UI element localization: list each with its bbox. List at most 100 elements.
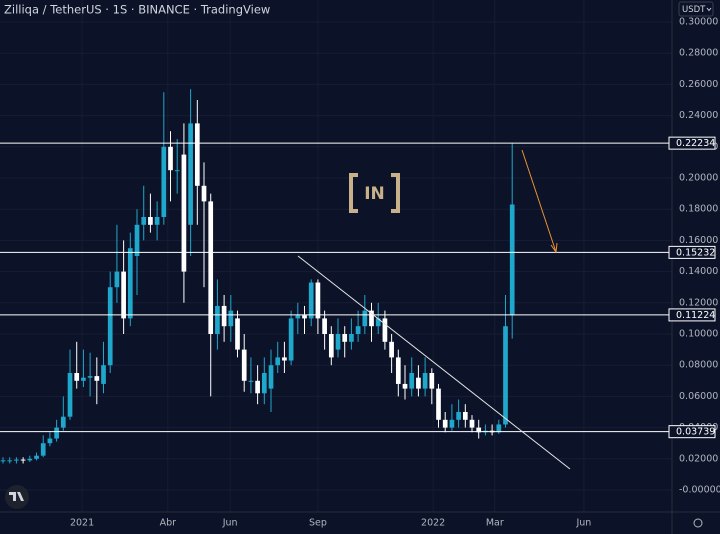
candle-body — [47, 438, 53, 444]
candle-body — [469, 419, 475, 428]
arrow-head — [550, 242, 558, 254]
candle-body — [14, 459, 19, 461]
level-label-box — [668, 245, 716, 259]
candle-body — [476, 427, 482, 433]
candle-body — [442, 419, 448, 428]
level-label-box — [668, 136, 716, 150]
y-tick-label: 0.18000 — [679, 204, 718, 215]
candle-body — [402, 383, 408, 389]
arrow-line — [521, 149, 557, 253]
plot — [0, 89, 672, 464]
candle-body — [0, 460, 6, 462]
trend-line — [297, 255, 571, 470]
candle-body — [154, 216, 160, 225]
candle-body — [315, 282, 321, 319]
watermark-text: IN — [364, 184, 385, 204]
candle-body — [87, 376, 93, 378]
candle-body — [382, 318, 388, 342]
candle-body — [342, 334, 348, 342]
candle-body — [201, 185, 207, 202]
candle-body — [127, 248, 133, 319]
x-tick-label: Abr — [160, 518, 177, 529]
candle-body — [429, 373, 435, 389]
candle-body — [275, 357, 281, 366]
x-tick-label: Sep — [309, 518, 327, 529]
candle-body — [101, 365, 106, 384]
candle-body — [121, 271, 126, 319]
y-tick-label: 0.12000 — [679, 297, 718, 308]
candle-body — [161, 146, 167, 217]
candle-body — [503, 326, 508, 425]
y-tick-label: 0.08000 — [679, 360, 718, 371]
x-tick-label: Jun — [222, 518, 238, 529]
candle-body — [268, 365, 274, 389]
y-tick-label: 0.26000 — [679, 79, 718, 90]
candle-body — [509, 204, 515, 316]
settings-icon[interactable] — [693, 518, 703, 528]
candle-body — [188, 123, 193, 225]
candle-body — [94, 376, 100, 381]
level-label: 0.11224 — [676, 310, 715, 321]
candle-body — [308, 282, 314, 319]
candle-body — [7, 460, 13, 462]
currency-caret — [706, 7, 712, 12]
candle-body — [261, 373, 267, 394]
candle-body — [395, 357, 401, 384]
candle-body — [369, 310, 374, 327]
candle-body — [422, 373, 428, 389]
y-tick-label: 0.16000 — [679, 235, 718, 246]
candle-body — [235, 318, 240, 350]
candle-body — [241, 349, 247, 381]
candle-body — [302, 315, 307, 319]
candle-body — [34, 455, 39, 459]
level-label: 0.03739 — [676, 427, 715, 438]
x-tick-label: Mar — [486, 518, 504, 529]
candle-body — [208, 201, 214, 335]
candle-body — [221, 305, 227, 327]
candle-body — [114, 271, 120, 288]
candle-body — [148, 216, 153, 225]
candle-body — [215, 305, 220, 335]
candle-body — [295, 315, 301, 319]
level-label: 0.22234 — [676, 138, 715, 149]
candle-body — [362, 310, 368, 327]
candle-body — [462, 412, 468, 420]
y-tick-label: 0.02000 — [679, 453, 718, 464]
candle-body — [456, 412, 461, 420]
level-label: 0.15232 — [676, 247, 715, 258]
axis: 0.300000.280000.260000.240000.220000.200… — [70, 16, 720, 528]
candle-body — [174, 170, 180, 172]
candle-body — [255, 380, 260, 394]
tv-logo-bg — [5, 485, 29, 509]
candle-body — [134, 224, 140, 256]
candle-body — [375, 318, 381, 327]
tv-logo — [5, 485, 29, 509]
currency-label: USDT — [682, 5, 706, 15]
candle-body — [449, 419, 455, 428]
candle-body — [81, 377, 86, 381]
candle-body — [27, 458, 33, 461]
y-tick-label: 0.20000 — [679, 172, 718, 183]
y-tick-label: 0.24000 — [679, 110, 718, 121]
candle-body — [141, 216, 147, 225]
level-label-box — [668, 308, 716, 322]
x-tick-label: 2022 — [421, 518, 445, 529]
candle-body — [335, 334, 341, 350]
candle-body — [416, 377, 421, 389]
candle-body — [54, 427, 59, 439]
candle-body — [228, 310, 234, 327]
watermark: IN — [349, 170, 400, 216]
candle-body — [181, 154, 187, 272]
candle-body — [355, 326, 361, 335]
candle-body — [328, 334, 334, 358]
level-label-box — [668, 425, 716, 439]
x-tick-label: 2021 — [70, 518, 94, 529]
y-tick-label: 0.14000 — [679, 266, 718, 277]
y-tick-label: 0.10000 — [679, 329, 718, 340]
candle-body — [322, 318, 327, 335]
y-tick-label: 0.30000 — [679, 16, 718, 27]
currency-button[interactable] — [678, 1, 714, 17]
